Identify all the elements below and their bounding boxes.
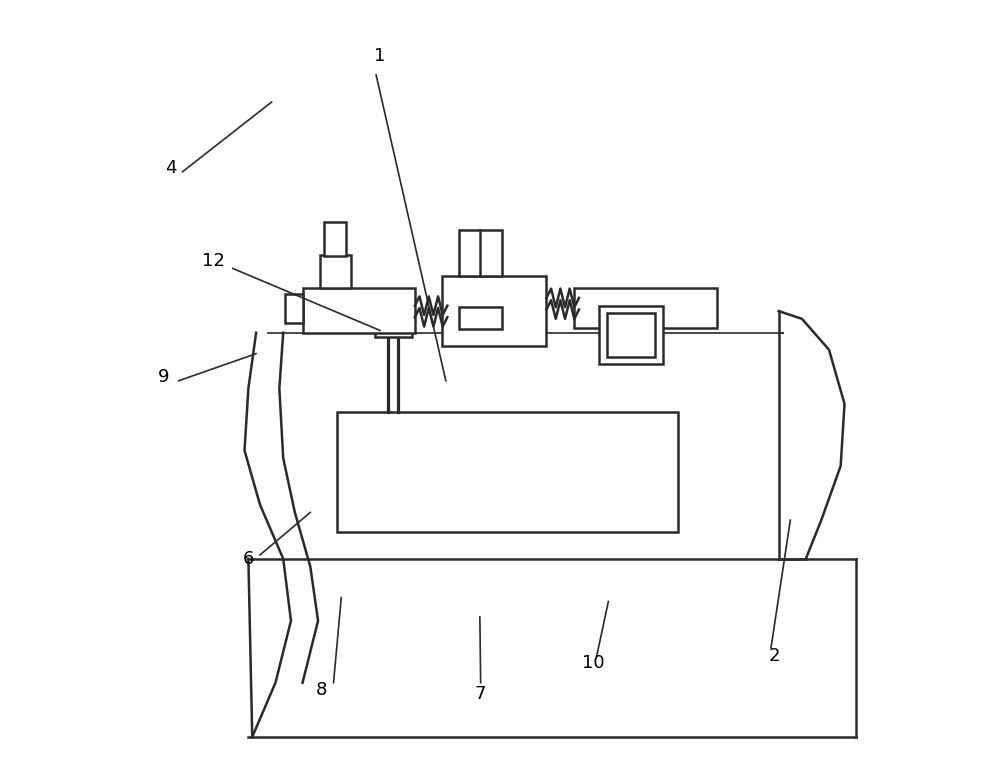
Text: 1: 1 (374, 47, 386, 64)
Text: 12: 12 (202, 252, 225, 270)
Polygon shape (779, 311, 845, 559)
Bar (337, 412, 678, 531)
Text: 7: 7 (475, 685, 486, 703)
Bar (442, 277, 546, 346)
Text: 10: 10 (582, 654, 604, 672)
Bar (303, 287, 415, 333)
Bar (599, 305, 663, 364)
Bar (285, 294, 303, 323)
Text: 9: 9 (157, 368, 169, 386)
Bar (574, 287, 717, 328)
Bar (375, 322, 412, 336)
Text: 8: 8 (316, 681, 328, 699)
Polygon shape (248, 559, 856, 737)
Bar (607, 312, 655, 357)
Bar (320, 256, 351, 287)
Bar (459, 307, 502, 329)
Text: 4: 4 (165, 159, 177, 177)
Bar (324, 222, 346, 256)
Text: 6: 6 (243, 550, 254, 568)
Text: 2: 2 (769, 646, 781, 664)
Bar (459, 230, 502, 277)
